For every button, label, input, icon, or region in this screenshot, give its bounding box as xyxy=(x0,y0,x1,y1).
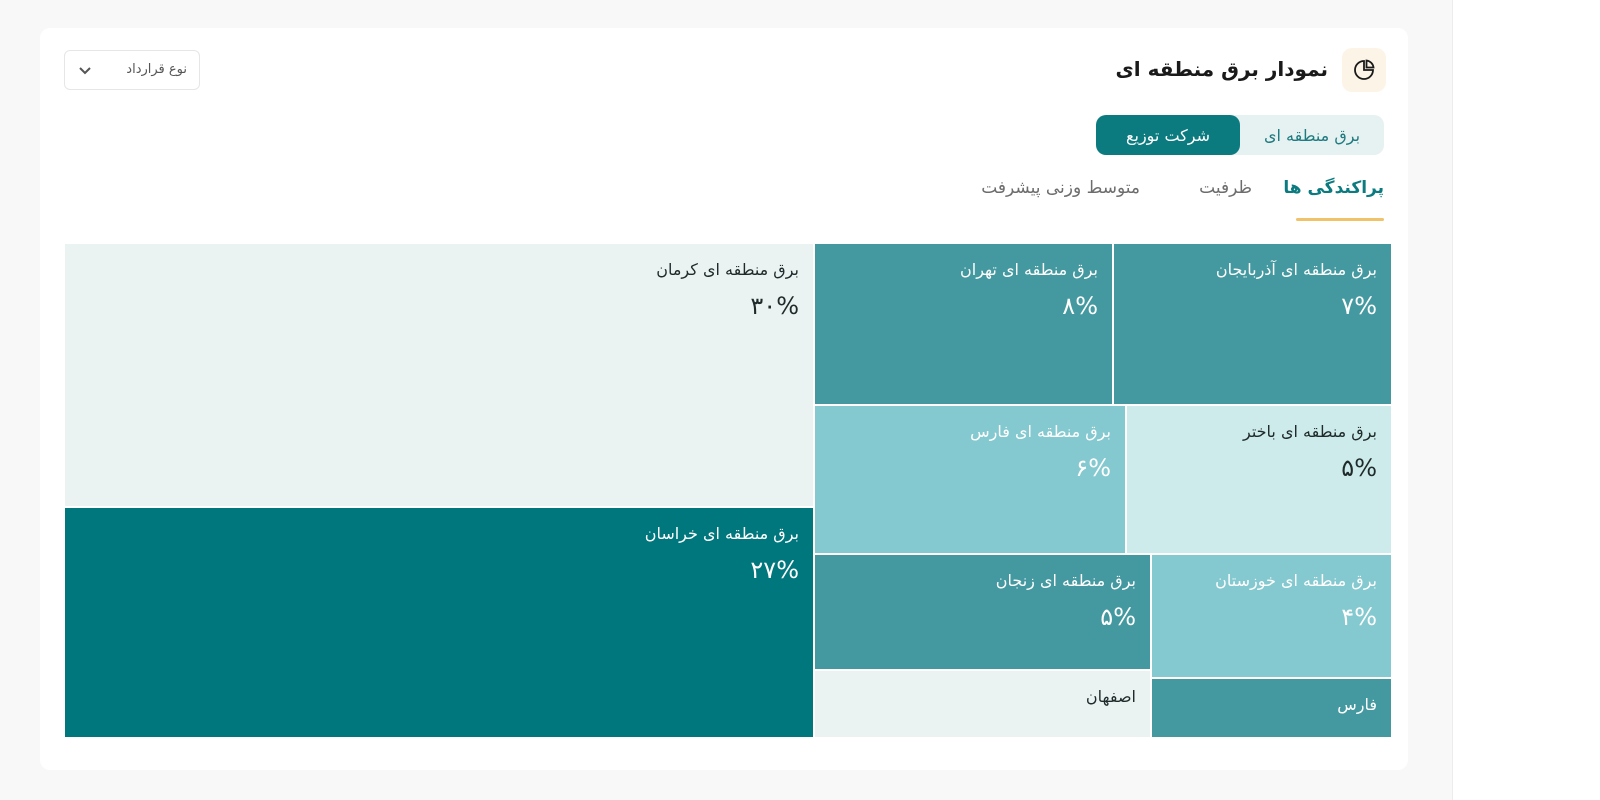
tab-distribution[interactable]: پراکندگی ها xyxy=(1283,178,1384,198)
page-title: نمودار برق منطقه ای xyxy=(1115,57,1328,81)
treemap-cell-value: ۲۷% xyxy=(750,556,799,584)
treemap-cell-label: برق منطقه ای فارس xyxy=(970,422,1111,441)
treemap-cell-label: اصفهان xyxy=(1085,687,1136,706)
contract-type-dropdown[interactable]: نوع قرارداد xyxy=(64,50,200,90)
treemap-cell-khorasan[interactable]: برق منطقه ای خراسان ۲۷% xyxy=(65,508,815,739)
treemap-cell-value: ۴% xyxy=(1341,603,1377,631)
treemap-cell-label: برق منطقه ای خوزستان xyxy=(1215,571,1377,590)
active-tab-underline xyxy=(1296,218,1384,221)
treemap-cell-azerbaijan[interactable]: برق منطقه ای آذربایجان ۷% xyxy=(1114,244,1393,406)
treemap-cell-label: برق منطقه ای کرمان xyxy=(656,260,799,279)
treemap-chart: برق منطقه ای کرمان ۳۰% برق منطقه ای خراسان… xyxy=(65,244,1393,739)
treemap-cell-label: برق منطقه ای باختر xyxy=(1243,422,1377,441)
treemap-cell-kerman[interactable]: برق منطقه ای کرمان ۳۰% xyxy=(65,244,815,508)
treemap-cell-label: برق منطقه ای تهران xyxy=(960,260,1098,279)
treemap-cell-khuzestan[interactable]: برق منطقه ای خوزستان ۴% xyxy=(1152,555,1393,679)
treemap-cell-label: برق منطقه ای آذربایجان xyxy=(1215,260,1377,279)
treemap-cell-value: ۷% xyxy=(1341,292,1377,320)
treemap-cell-value: ۵% xyxy=(1100,603,1136,631)
tab-weighted-progress[interactable]: متوسط وزنی پیشرفت xyxy=(981,178,1140,198)
treemap-cell-isfahan[interactable]: اصفهان xyxy=(815,671,1152,739)
treemap-cell-fars-small[interactable]: فارس xyxy=(1152,679,1393,739)
treemap-cell-value: ۳۰% xyxy=(750,292,799,320)
treemap-cell-label: برق منطقه ای خراسان xyxy=(644,524,799,543)
contract-type-label: نوع قرارداد xyxy=(126,62,187,77)
treemap-cell-value: ۶% xyxy=(1075,454,1111,482)
source-toggle: برق منطقه ای شرکت توزیع xyxy=(1096,115,1384,155)
treemap-cell-zanjan[interactable]: برق منطقه ای زنجان ۵% xyxy=(815,555,1152,671)
right-side-panel xyxy=(1452,0,1600,800)
treemap-cell-label: فارس xyxy=(1337,695,1377,714)
toggle-regional-electric[interactable]: برق منطقه ای xyxy=(1263,125,1361,145)
treemap-cell-value: ۵% xyxy=(1341,454,1377,482)
toggle-distribution-company[interactable]: شرکت توزیع xyxy=(1096,115,1240,155)
chevron-down-icon xyxy=(79,67,91,75)
treemap-cell-tehran[interactable]: برق منطقه ای تهران ۸% xyxy=(815,244,1114,406)
treemap-cell-fars[interactable]: برق منطقه ای فارس ۶% xyxy=(815,406,1127,555)
treemap-cell-value: ۸% xyxy=(1062,292,1098,320)
pie-chart-icon xyxy=(1342,48,1386,92)
tab-capacity[interactable]: ظرفیت xyxy=(1199,178,1252,198)
treemap-cell-bakhtar[interactable]: برق منطقه ای باختر ۵% xyxy=(1127,406,1393,555)
treemap-cell-label: برق منطقه ای زنجان xyxy=(995,571,1136,590)
